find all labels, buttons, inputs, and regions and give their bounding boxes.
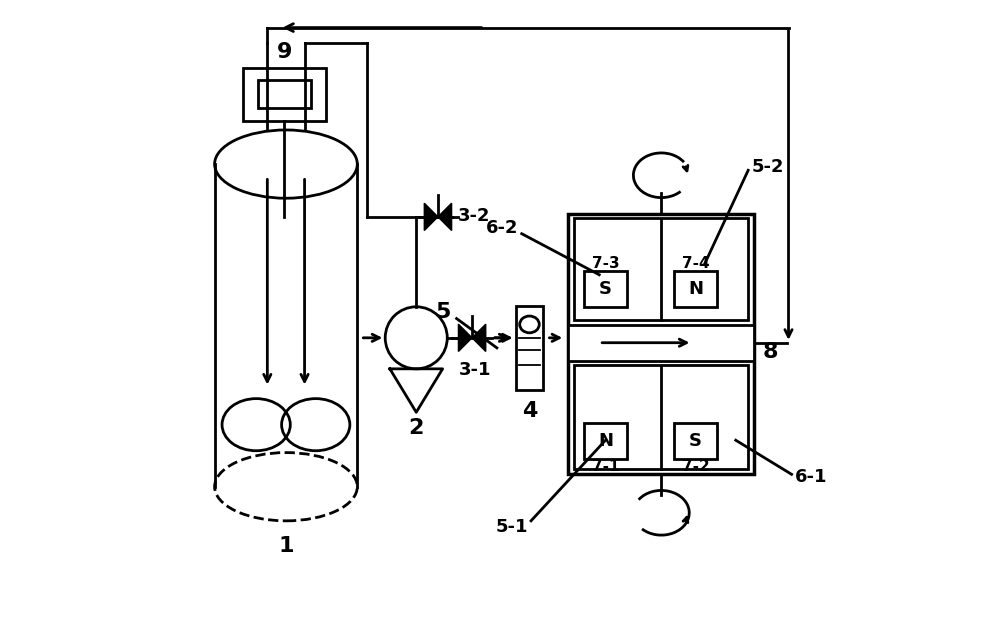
Bar bbox=[568, 325, 754, 361]
Polygon shape bbox=[438, 203, 452, 230]
Polygon shape bbox=[458, 324, 472, 351]
Text: 1: 1 bbox=[278, 536, 294, 556]
Text: 3-1: 3-1 bbox=[459, 361, 491, 379]
Text: S: S bbox=[689, 432, 702, 450]
Text: 7-3: 7-3 bbox=[592, 257, 619, 272]
Text: S: S bbox=[599, 280, 612, 299]
Polygon shape bbox=[424, 203, 438, 230]
Bar bbox=[574, 218, 748, 320]
Bar bbox=[516, 306, 543, 390]
Text: 5: 5 bbox=[435, 302, 450, 322]
Text: 8: 8 bbox=[762, 342, 778, 362]
Text: 5-1: 5-1 bbox=[495, 518, 528, 536]
Text: 7-2: 7-2 bbox=[682, 459, 709, 474]
Bar bbox=[674, 271, 717, 307]
Text: 6-1: 6-1 bbox=[795, 468, 827, 486]
Bar bbox=[584, 423, 627, 459]
Text: 3-2: 3-2 bbox=[458, 207, 490, 225]
Polygon shape bbox=[472, 324, 486, 351]
Bar bbox=[574, 365, 748, 470]
Bar bbox=[258, 80, 311, 108]
Text: 7-4: 7-4 bbox=[682, 257, 709, 272]
Text: 6-2: 6-2 bbox=[486, 218, 519, 237]
Text: 4: 4 bbox=[522, 401, 537, 421]
Text: N: N bbox=[688, 280, 703, 299]
Text: 5-2: 5-2 bbox=[751, 158, 784, 176]
Bar bbox=[584, 271, 627, 307]
Bar bbox=[568, 213, 754, 475]
Bar bbox=[674, 423, 717, 459]
Text: 9: 9 bbox=[277, 43, 292, 63]
Text: 7-1: 7-1 bbox=[592, 459, 619, 474]
Bar bbox=[243, 68, 326, 121]
Text: 2: 2 bbox=[409, 418, 424, 438]
Text: N: N bbox=[598, 432, 613, 450]
